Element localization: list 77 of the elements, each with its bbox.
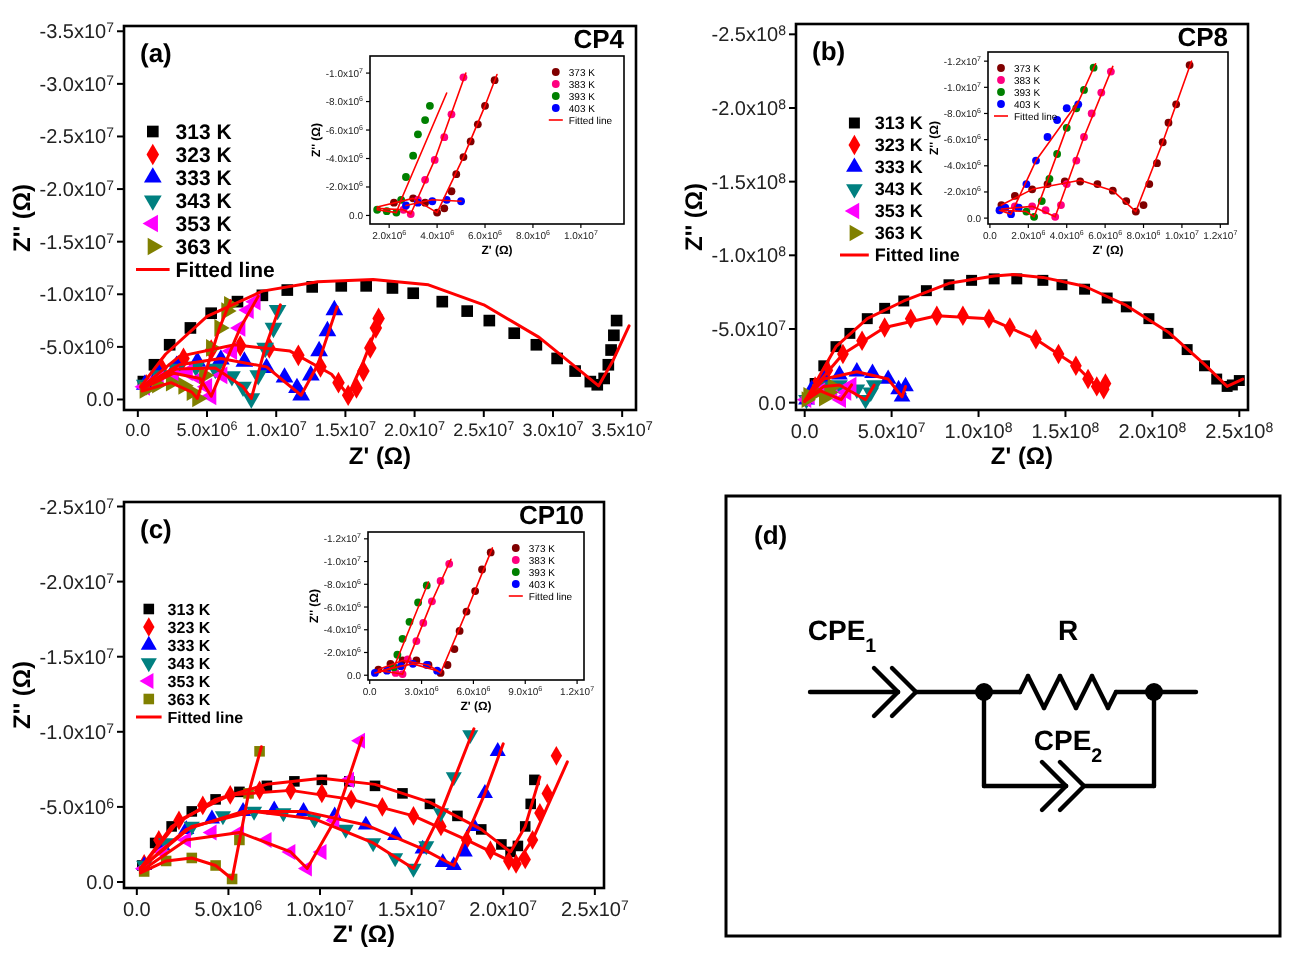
legend-label: 333 K bbox=[167, 636, 211, 655]
x-tick-label: 2.5x10$^{7}$ bbox=[453, 419, 516, 440]
text: CPE$_{1}$ bbox=[807, 614, 878, 657]
text: (c) bbox=[140, 514, 172, 544]
legend-label: 353 K bbox=[167, 672, 211, 691]
legend-label: 333 K bbox=[874, 157, 924, 178]
text: CPE$_{2}$ bbox=[1033, 724, 1104, 767]
y-tick-label: -3.0x10$^{7}$ bbox=[39, 73, 115, 97]
y-tick-label: -2.0x10$^{8}$ bbox=[711, 97, 787, 121]
x-tick-label: 1.0x10$^{7}$ bbox=[245, 419, 308, 440]
legend-label: 313 K bbox=[175, 120, 233, 145]
y-tick-label: -5.0x10$^{6}$ bbox=[39, 336, 115, 360]
chart-subtitle: CP10 bbox=[518, 500, 584, 530]
legend-label: 343 K bbox=[167, 654, 211, 673]
y-tick-label: -3.5x10$^{7}$ bbox=[39, 21, 115, 45]
x-tick-label: 1.0x10$^{8}$ bbox=[944, 421, 1013, 444]
x-tick-label: 2.0x10$^{8}$ bbox=[1118, 421, 1187, 444]
x-tick-label: 5.0x10$^{7}$ bbox=[857, 421, 926, 444]
y-tick-label: -1.5x10$^{7}$ bbox=[39, 646, 115, 670]
y-tick-label: -1.5x10$^{7}$ bbox=[39, 231, 115, 255]
legend-label: 333 K bbox=[175, 166, 233, 191]
legend-label: 323 K bbox=[874, 135, 924, 156]
x-tick-label: 2.5x10$^{7}$ bbox=[560, 899, 629, 922]
y-tick-label: -2.5x10$^{7}$ bbox=[39, 496, 115, 520]
y-tick-label: -1.0x10$^{7}$ bbox=[39, 284, 115, 308]
x-tick-label: 2.5x10$^{8}$ bbox=[1205, 421, 1274, 444]
legend-label: 363 K bbox=[874, 223, 924, 244]
text: (d) bbox=[754, 520, 788, 550]
x-axis-title: Z' (Ω) bbox=[348, 442, 412, 470]
x-tick-label: 1.0x10$^{7}$ bbox=[286, 899, 355, 922]
legend-label: 363 K bbox=[167, 690, 211, 709]
x-tick-label: 1.5x10$^{7}$ bbox=[314, 419, 377, 440]
legend-label: 353 K bbox=[175, 212, 233, 237]
x-tick-label: 3.0x10$^{7}$ bbox=[522, 419, 585, 440]
text: R bbox=[1057, 614, 1079, 646]
legend-label: Fitted line bbox=[874, 245, 960, 266]
legend-label: 343 K bbox=[175, 189, 233, 214]
y-tick-label: -2.0x10$^{7}$ bbox=[39, 179, 115, 203]
x-tick-label: 0.0 bbox=[125, 420, 151, 440]
x-axis-title: Z' (Ω) bbox=[332, 920, 396, 948]
chart-subtitle: CP4 bbox=[573, 24, 626, 54]
x-tick-label: 0.0 bbox=[790, 422, 820, 444]
text: (a) bbox=[140, 38, 172, 68]
text: (b) bbox=[812, 36, 846, 66]
x-tick-label: 2.0x10$^{7}$ bbox=[384, 419, 447, 440]
legend-label: 323 K bbox=[167, 618, 211, 637]
legend-label: 353 K bbox=[874, 201, 924, 222]
legend-label: 363 K bbox=[175, 235, 233, 260]
x-tick-label: 0.0 bbox=[122, 900, 152, 922]
chart-subtitle: CP8 bbox=[1177, 22, 1228, 52]
legend-label: 313 K bbox=[167, 600, 211, 619]
legend-label: 323 K bbox=[175, 143, 233, 168]
y-axis-title: Z'' (Ω) bbox=[8, 661, 36, 729]
legend-label: 343 K bbox=[874, 179, 924, 200]
x-tick-label: 2.0x10$^{7}$ bbox=[469, 899, 538, 922]
x-axis-title: Z' (Ω) bbox=[990, 442, 1054, 470]
y-tick-label: -2.5x10$^{7}$ bbox=[39, 126, 115, 150]
legend-label: Fitted line bbox=[167, 708, 245, 727]
y-tick-label: -2.5x10$^{8}$ bbox=[711, 24, 787, 48]
y-axis-title: Z'' (Ω) bbox=[680, 183, 708, 251]
y-tick-label: 0.0 bbox=[86, 390, 115, 413]
y-tick-label: 0.0 bbox=[758, 393, 787, 416]
legend-label: 313 K bbox=[874, 113, 924, 134]
y-tick-label: -5.0x10$^{7}$ bbox=[711, 318, 787, 342]
y-tick-label: 0.0 bbox=[86, 872, 115, 895]
y-tick-label: -2.0x10$^{7}$ bbox=[39, 571, 115, 595]
y-axis-title: Z'' (Ω) bbox=[8, 184, 36, 252]
y-tick-label: -5.0x10$^{6}$ bbox=[39, 796, 115, 820]
y-tick-label: -1.5x10$^{8}$ bbox=[711, 171, 787, 195]
legend-label: Fitted line bbox=[175, 258, 276, 283]
x-tick-label: 1.5x10$^{7}$ bbox=[377, 899, 446, 922]
y-tick-label: -1.0x10$^{8}$ bbox=[711, 245, 787, 269]
x-tick-label: 5.0x10$^{6}$ bbox=[194, 899, 263, 922]
x-tick-label: 1.5x10$^{8}$ bbox=[1031, 421, 1100, 444]
y-tick-label: -1.0x10$^{7}$ bbox=[39, 721, 115, 745]
x-tick-label: 5.0x10$^{6}$ bbox=[176, 419, 239, 440]
x-tick-label: 3.5x10$^{7}$ bbox=[591, 419, 654, 440]
